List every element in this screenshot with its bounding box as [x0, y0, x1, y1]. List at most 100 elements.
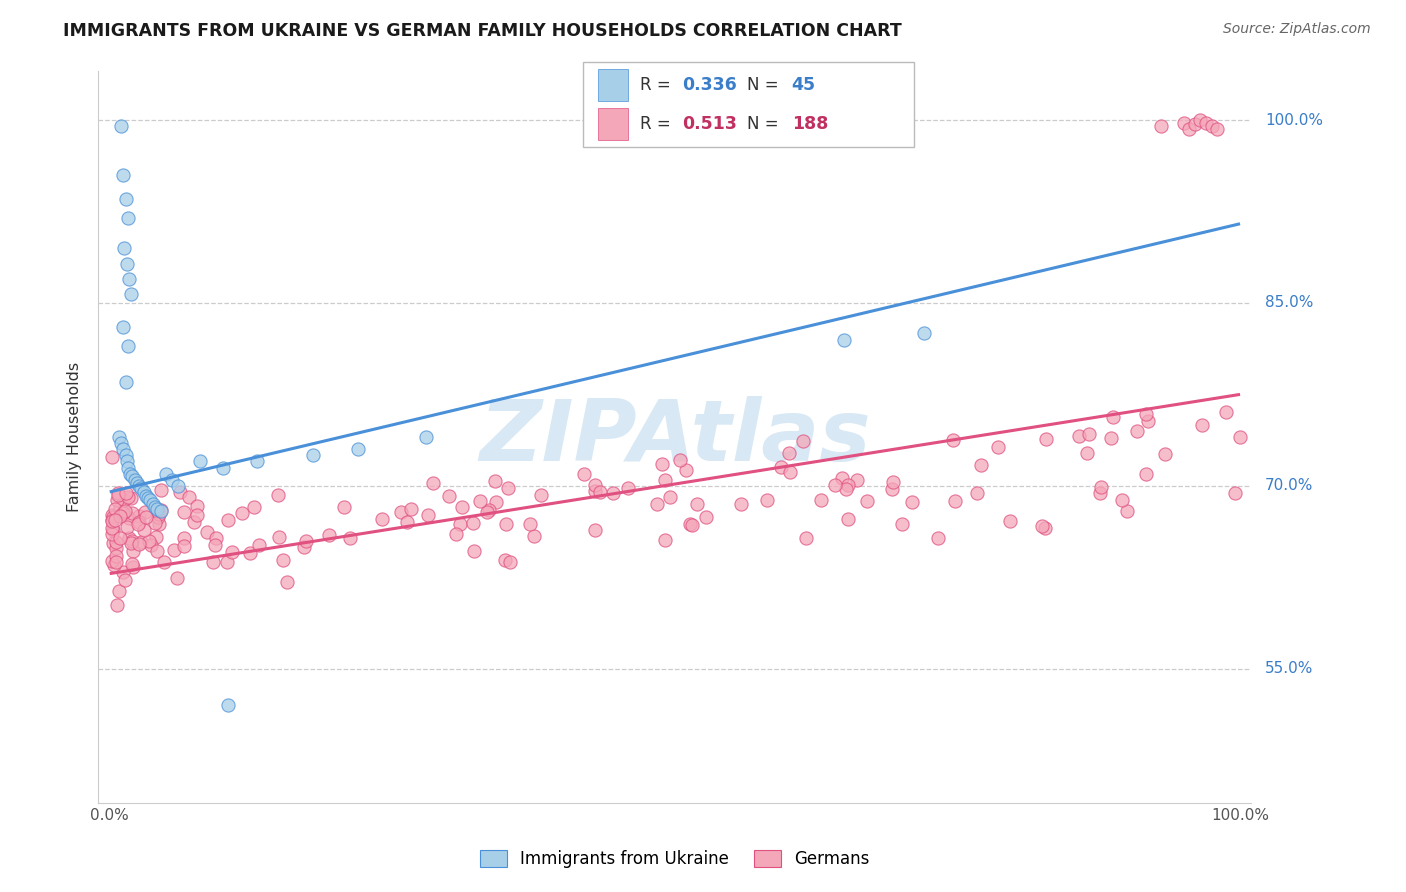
Point [117, 339, 139, 353]
Point [114, 449, 136, 463]
Point [778, 446, 800, 460]
Point [681, 518, 703, 533]
Point [108, 531, 131, 545]
Point [1225, 486, 1247, 500]
Text: 188: 188 [792, 115, 828, 133]
Text: 0.513: 0.513 [682, 115, 737, 133]
Point [371, 512, 394, 526]
Point [120, 535, 142, 549]
Point [110, 436, 132, 450]
Point [943, 494, 966, 508]
Point [114, 192, 136, 206]
Point [1076, 446, 1098, 460]
Point [105, 535, 128, 549]
Point [294, 534, 316, 549]
Point [128, 508, 150, 523]
Point [695, 510, 717, 524]
Point [101, 521, 124, 535]
Point [583, 483, 606, 498]
Point [143, 516, 166, 530]
Point [845, 473, 868, 487]
Point [112, 442, 135, 457]
Point [204, 531, 226, 545]
Point [901, 495, 924, 509]
Point [173, 531, 195, 545]
Point [675, 463, 697, 477]
Point [654, 533, 676, 547]
Point [810, 492, 832, 507]
Point [173, 505, 195, 519]
Point [105, 549, 128, 563]
Point [572, 467, 595, 482]
Point [1178, 121, 1201, 136]
Point [103, 558, 125, 572]
Point [163, 542, 186, 557]
Point [499, 555, 522, 569]
Point [1033, 521, 1056, 535]
Point [267, 488, 290, 502]
Point [485, 495, 508, 509]
Point [117, 460, 139, 475]
Point [127, 517, 149, 532]
Point [112, 493, 135, 508]
Point [108, 500, 131, 515]
Point [602, 486, 624, 500]
Point [267, 530, 290, 544]
Point [120, 467, 142, 481]
Point [891, 516, 914, 531]
Point [231, 506, 253, 520]
Point [105, 598, 128, 612]
Point [422, 476, 444, 491]
Point [120, 491, 142, 505]
Point [217, 698, 239, 713]
Point [451, 500, 474, 514]
Point [496, 481, 519, 495]
Point [105, 555, 128, 569]
Point [318, 527, 340, 541]
Point [173, 539, 195, 553]
Point [730, 497, 752, 511]
Point [138, 534, 160, 549]
Point [183, 515, 205, 529]
Point [837, 478, 859, 492]
Point [837, 512, 859, 526]
Point [1116, 504, 1139, 518]
Point [186, 508, 208, 522]
Point [1111, 493, 1133, 508]
Point [942, 433, 965, 447]
Point [114, 376, 136, 390]
Point [134, 524, 156, 538]
Point [444, 526, 467, 541]
Point [243, 500, 266, 514]
Point [645, 497, 668, 511]
Point [651, 457, 673, 471]
Point [118, 271, 141, 285]
Point [166, 571, 188, 585]
Point [135, 509, 157, 524]
Point [120, 287, 142, 301]
Legend: Immigrants from Ukraine, Germans: Immigrants from Ukraine, Germans [474, 844, 876, 875]
Point [794, 532, 817, 546]
Point [478, 502, 501, 516]
Point [112, 565, 135, 579]
Point [679, 516, 702, 531]
Point [589, 484, 612, 499]
Point [494, 552, 516, 566]
Point [112, 320, 135, 334]
Point [583, 477, 606, 491]
Point [217, 555, 239, 569]
Point [152, 555, 174, 569]
Point [169, 484, 191, 499]
Point [104, 513, 127, 527]
Point [128, 537, 150, 551]
Point [117, 490, 139, 504]
Point [437, 489, 460, 503]
Text: R =: R = [640, 77, 676, 95]
Point [449, 517, 471, 532]
Point [779, 465, 801, 479]
Point [461, 516, 484, 530]
Point [128, 479, 150, 493]
Point [101, 510, 124, 524]
Point [148, 507, 170, 521]
Text: 70.0%: 70.0% [1265, 478, 1313, 493]
